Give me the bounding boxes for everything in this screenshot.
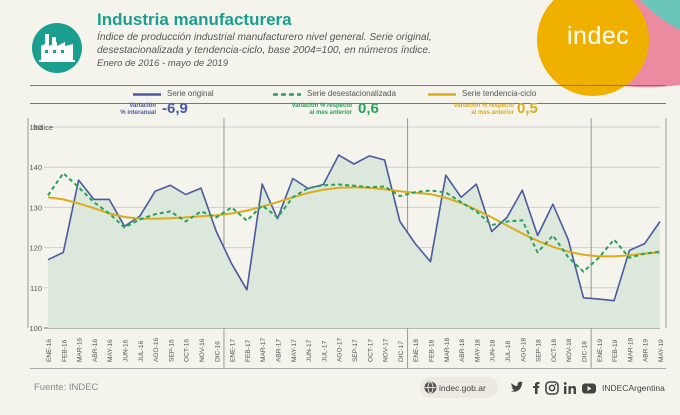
x-tick-label: JUL-16 <box>138 340 145 362</box>
x-tick-label: NOV-18 <box>566 338 573 362</box>
source-note: Fuente: INDEC <box>34 382 99 393</box>
x-tick-label: NOV-16 <box>199 338 206 362</box>
legend-original-label: Serie original <box>167 89 214 98</box>
x-tick-label: ABR-17 <box>276 339 283 362</box>
var-desest-value: 0,6 <box>358 100 379 117</box>
logo-teal-shape <box>640 0 680 30</box>
x-tick-label: OCT-16 <box>184 339 191 362</box>
subtitle-line-2: desestacionalizada y tendencia-ciclo, ba… <box>97 45 431 56</box>
x-tick-label: MAR-18 <box>444 337 451 362</box>
factory-icon <box>32 23 82 73</box>
x-tick-label: OCT-18 <box>551 339 558 362</box>
subtitle-line-1: Índice de producción industrial manufact… <box>97 32 432 43</box>
x-tick-label: ABR-16 <box>92 339 99 362</box>
x-tick-label: SEP-16 <box>168 339 175 362</box>
x-tick-label: ABR-18 <box>459 339 466 362</box>
logo-orange-circle <box>537 0 649 96</box>
x-tick-label: FEB-19 <box>612 339 619 362</box>
x-tick-label: JUL-18 <box>505 340 512 362</box>
website-pill[interactable] <box>420 377 498 398</box>
x-tick-label: MAR-16 <box>77 337 84 362</box>
series-original-line <box>47 154 661 302</box>
legend-original-swatch <box>133 93 161 96</box>
logo-background <box>537 0 680 96</box>
x-tick-label: ENE-19 <box>597 339 604 362</box>
var-desest-label: Variación % respecto al mes anterior <box>291 103 352 116</box>
x-tick-label: JUN-16 <box>123 339 130 362</box>
legend-tendencia-swatch <box>428 93 456 96</box>
legend-tendencia-label: Serie tendencia-ciclo <box>462 89 537 98</box>
y-tick-label: 110 <box>30 284 42 293</box>
x-tick-label: OCT-17 <box>367 339 374 362</box>
x-tick-label: ENE-18 <box>413 339 420 362</box>
footer-divider <box>30 368 666 369</box>
x-tick-label: FEB-18 <box>429 339 436 362</box>
y-tick-label: 150 <box>29 123 42 132</box>
x-tick-label: ENE-16 <box>46 339 53 362</box>
globe-icon <box>424 381 437 394</box>
subtitle-line-3: Enero de 2016 - mayo de 2019 <box>97 58 228 69</box>
chart-title: Industria manufacturera <box>97 10 292 29</box>
x-tick-label: MAY-19 <box>658 339 665 362</box>
linkedin-icon[interactable] <box>563 382 576 394</box>
social-handle[interactable]: INDECArgentina <box>602 383 665 393</box>
x-tick-label: NOV-17 <box>383 338 390 362</box>
x-tick-label: JUL-17 <box>321 340 328 362</box>
social-icons <box>511 381 596 395</box>
x-tick-label: MAY-17 <box>291 339 298 362</box>
instagram-icon[interactable] <box>545 381 559 395</box>
indec-logo[interactable]: indec <box>567 22 630 50</box>
series-tendencia-line <box>47 186 661 258</box>
x-tick-label: DIC-18 <box>582 341 589 362</box>
x-tick-label: MAY-16 <box>107 339 114 362</box>
x-tick-label: AGO-17 <box>337 337 344 362</box>
series-desest-line <box>47 172 661 273</box>
x-tick-label: JUN-17 <box>306 339 313 362</box>
y-tick-label: 140 <box>29 163 42 172</box>
x-tick-label: FEB-16 <box>61 339 68 362</box>
x-tick-label: JUN-18 <box>490 339 497 362</box>
facebook-icon[interactable] <box>533 382 540 394</box>
y-tick-label: 130 <box>29 203 42 212</box>
y-tick-label: 100 <box>29 324 42 333</box>
x-tick-label: AGO-18 <box>520 337 527 362</box>
y-tick-label: 120 <box>29 244 42 253</box>
website-link[interactable]: indec.gob.ar <box>439 383 486 393</box>
var-original-label: Variación % interanual <box>120 103 156 116</box>
x-tick-label: DIC-16 <box>214 341 221 362</box>
youtube-icon[interactable] <box>582 383 596 394</box>
var-tendencia-label: Variación % respecto al mes anterior <box>453 103 514 116</box>
legend-desest-swatch <box>273 93 301 96</box>
x-tick-label: ABR-19 <box>643 339 650 362</box>
x-tick-label: SEP-18 <box>536 339 543 362</box>
var-tendencia-value: 0,5 <box>517 100 538 117</box>
legend: Serie original Serie desestacionalizada … <box>30 85 666 104</box>
x-tick-label: AGO-16 <box>153 337 160 362</box>
x-tick-label: FEB-17 <box>245 339 252 362</box>
x-tick-label: DIC-17 <box>398 341 405 362</box>
y-axis-label: Índice <box>33 123 53 132</box>
legend-desest-label: Serie desestacionalizada <box>307 89 396 98</box>
x-tick-label: ENE-17 <box>230 339 237 362</box>
x-tick-label: SEP-17 <box>352 339 359 362</box>
twitter-icon[interactable] <box>511 381 524 392</box>
x-tick-label: MAY-18 <box>474 339 481 362</box>
x-tick-label: MAR-17 <box>260 337 267 362</box>
x-tick-label: MAR-19 <box>627 337 634 362</box>
var-original-value: -6,9 <box>162 100 188 117</box>
original-area-fill <box>48 155 660 328</box>
